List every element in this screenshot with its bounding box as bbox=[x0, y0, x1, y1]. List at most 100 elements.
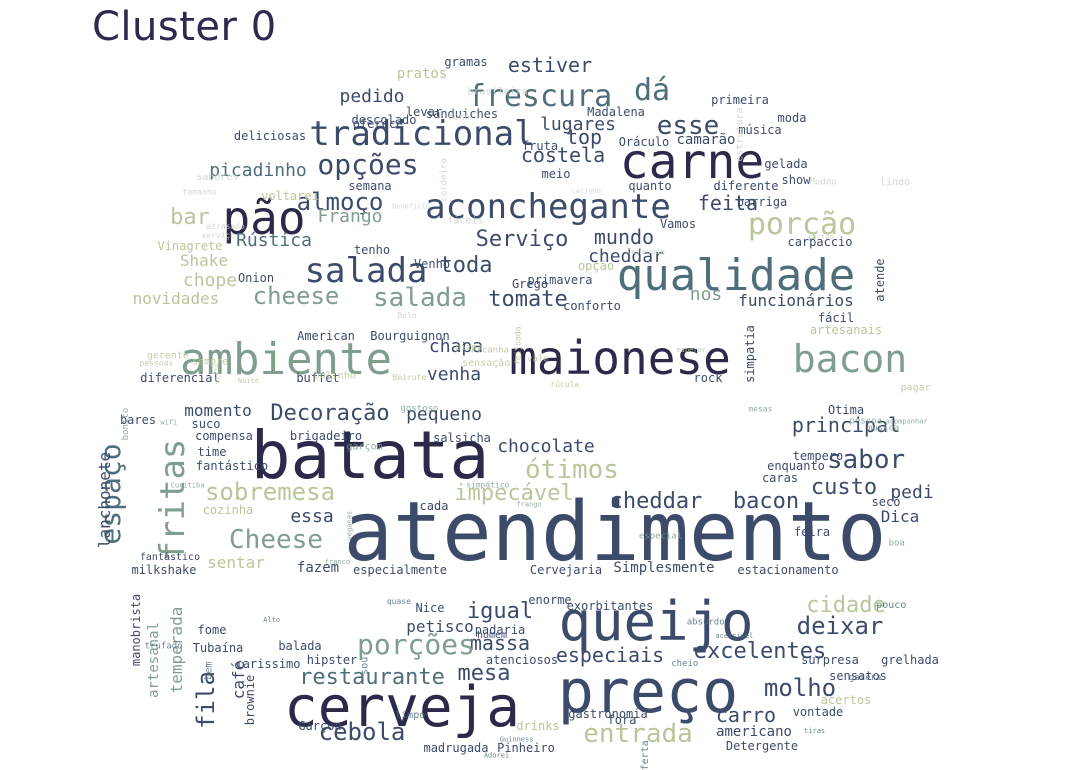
cloud-word: primavera bbox=[527, 273, 592, 287]
cloud-word: mundo bbox=[594, 225, 654, 249]
cloud-word: tenho bbox=[354, 243, 390, 257]
cloud-word: moda bbox=[778, 111, 807, 125]
cloud-word: camarão bbox=[676, 132, 735, 148]
cloud-word: sobremesa bbox=[205, 478, 335, 506]
cloud-word: Otima bbox=[828, 403, 864, 417]
cloud-word: drinks bbox=[516, 719, 559, 733]
cloud-word: quase bbox=[387, 597, 411, 606]
cloud-word: lugares bbox=[540, 114, 616, 135]
cloud-word: Serviço bbox=[476, 227, 569, 252]
cloud-word: chocolate bbox=[497, 436, 595, 457]
cloud-word: vale bbox=[527, 355, 549, 365]
cloud-word: benefício bbox=[392, 203, 430, 211]
cloud-word: manobrista bbox=[129, 594, 143, 666]
cloud-word: bares bbox=[120, 413, 156, 427]
cloud-word: rúcula bbox=[550, 380, 579, 389]
cloud-word: cozinha bbox=[203, 503, 254, 517]
cloud-word: barriga bbox=[737, 195, 788, 209]
cloud-word: impecável bbox=[454, 481, 573, 506]
cloud-word: Curitiba bbox=[171, 482, 205, 490]
cloud-word: padaria bbox=[475, 623, 526, 637]
cloud-word: fáceis bbox=[447, 215, 483, 227]
cloud-word: Pinheiro bbox=[497, 741, 555, 755]
cloud-word: bonito bbox=[121, 408, 131, 441]
cloud-word: fora bbox=[608, 713, 637, 727]
cloud-word: oferta bbox=[640, 740, 651, 770]
cloud-word: essa bbox=[290, 506, 333, 527]
cloud-word: cerveja bbox=[284, 675, 520, 740]
cloud-word: estrutura bbox=[735, 107, 746, 161]
cloud-word: fruta bbox=[522, 139, 558, 153]
cloud-word: musica bbox=[867, 424, 900, 434]
cloud-word: opções bbox=[317, 148, 418, 181]
cloud-word: Bolo bbox=[397, 311, 416, 320]
cloud-word: estiver bbox=[508, 53, 592, 77]
cloud-word: bar bbox=[170, 205, 210, 230]
cloud-word: especial bbox=[639, 532, 682, 542]
cloud-word: atenciosos bbox=[486, 653, 558, 667]
cloud-word: rock bbox=[694, 371, 724, 385]
cloud-word: tamanho bbox=[183, 187, 217, 196]
cloud-word: pão bbox=[222, 191, 305, 245]
cloud-word: garçom bbox=[347, 442, 383, 453]
cloud-word: enquanto bbox=[767, 459, 825, 473]
cloud-word: bacon bbox=[793, 337, 907, 381]
cloud-word: costela bbox=[521, 143, 605, 167]
cloud-word: Adorei bbox=[484, 752, 509, 760]
cloud-word: ambiente bbox=[180, 334, 392, 385]
cloud-word: funcionários bbox=[738, 291, 854, 310]
cloud-word: toda bbox=[440, 253, 493, 278]
cloud-word: fácil bbox=[818, 311, 854, 325]
cloud-word: Decoração bbox=[270, 401, 389, 426]
cloud-word: gastronomia bbox=[568, 707, 647, 721]
cloud-word: esperar bbox=[677, 346, 707, 354]
cloud-word: Guinness bbox=[500, 736, 534, 744]
cloud-word: primeira bbox=[711, 93, 769, 107]
cloud-word: sensação bbox=[462, 358, 510, 369]
cloud-word: Frango bbox=[317, 206, 382, 227]
cloud-word: artesanais bbox=[810, 323, 882, 337]
cloud-word: pedido bbox=[339, 86, 404, 107]
cloud-word: sou bbox=[360, 657, 371, 675]
cloud-word: excelentes bbox=[694, 639, 826, 664]
cloud-word: tempero bbox=[793, 449, 844, 463]
cloud-word: sanduiches bbox=[426, 107, 498, 121]
cloud-word: Noite bbox=[238, 377, 259, 385]
cloud-word: Madalena bbox=[587, 105, 645, 119]
cloud-word: especialmente bbox=[353, 563, 447, 577]
cloud-word: maionese bbox=[509, 331, 731, 385]
cloud-word: atendimento bbox=[343, 485, 886, 580]
cloud-word: galera bbox=[849, 673, 882, 683]
cloud-word: carinho bbox=[571, 187, 601, 195]
cloud-word: feira bbox=[794, 525, 830, 539]
cloud-word: Cervejaria bbox=[530, 563, 602, 577]
cloud-word: bem bbox=[204, 662, 215, 680]
cloud-word: pagar bbox=[901, 382, 931, 393]
cloud-word: grelhada bbox=[881, 653, 939, 667]
cloud-word: sempre bbox=[192, 356, 228, 367]
cloud-word: música bbox=[738, 123, 781, 137]
cloud-word: compensa bbox=[195, 429, 253, 443]
cloud-word: queijo bbox=[558, 590, 753, 653]
cloud-word: pizza bbox=[455, 343, 482, 353]
cloud-word: estacionamento bbox=[737, 563, 838, 577]
cloud-word: vista bbox=[214, 363, 222, 384]
cloud-word: diferente bbox=[713, 179, 778, 193]
cloud-word: absurdo bbox=[687, 618, 725, 628]
cloud-word: quanto bbox=[628, 179, 671, 193]
cloud-word: feita bbox=[698, 191, 758, 215]
cloud-word: igual bbox=[467, 599, 533, 624]
cloud-word: gelada bbox=[764, 157, 807, 171]
cloud-word: especiais bbox=[556, 643, 664, 667]
cloud-word: esse bbox=[657, 111, 720, 141]
cloud-word: tomate bbox=[488, 287, 567, 312]
cloud-word: artesanal bbox=[146, 622, 162, 698]
cloud-word: Bourguignon bbox=[370, 329, 449, 343]
cloud-word: vontade bbox=[793, 705, 844, 719]
cloud-word: buffet bbox=[296, 371, 339, 385]
cloud-word: café bbox=[229, 661, 248, 700]
cloud-word: lemonade bbox=[627, 247, 666, 256]
cloud-word: atende bbox=[873, 258, 887, 301]
cloud-word: cheddar bbox=[588, 246, 664, 267]
cloud-word: descolado bbox=[351, 113, 416, 127]
